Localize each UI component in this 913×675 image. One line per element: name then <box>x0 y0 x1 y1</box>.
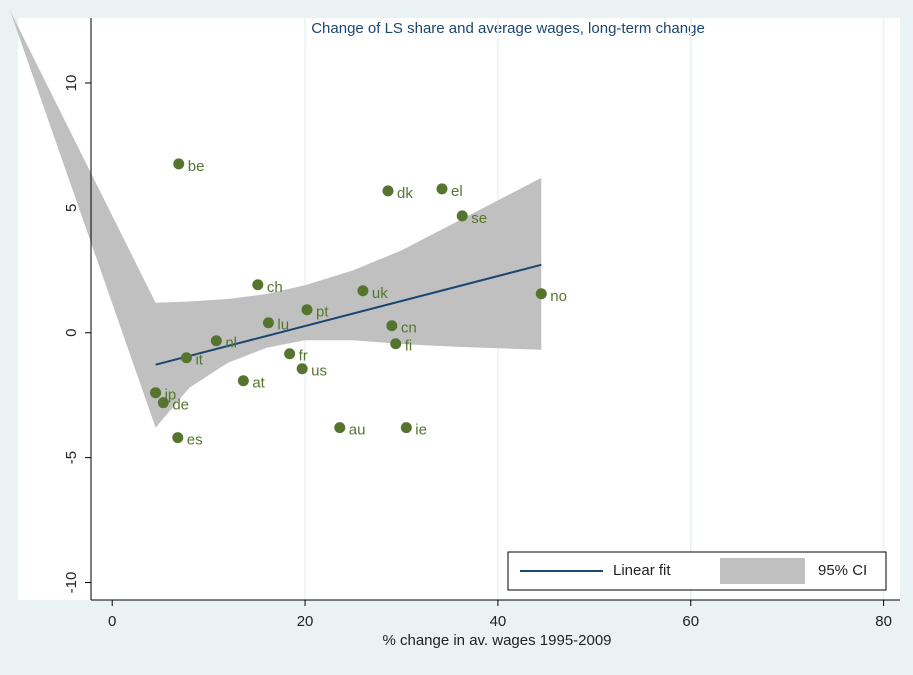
x-tick-label: 40 <box>490 613 507 630</box>
point-label: no <box>550 288 567 305</box>
point <box>172 432 184 444</box>
point <box>150 387 162 399</box>
point-label: au <box>349 422 366 439</box>
point-label: ch <box>267 279 283 296</box>
point-label: de <box>172 397 189 414</box>
point-label: cn <box>401 320 417 337</box>
x-tick-label: 20 <box>297 613 314 630</box>
point-label: it <box>195 352 203 369</box>
point <box>535 288 547 300</box>
legend-label: Linear fit <box>613 562 671 579</box>
point <box>262 317 274 329</box>
point <box>390 338 402 350</box>
point-label: fi <box>405 338 413 355</box>
point <box>296 363 308 375</box>
y-tick-label: 10 <box>63 75 80 92</box>
point <box>237 375 249 387</box>
y-tick-label: -5 <box>63 451 80 464</box>
point <box>456 210 468 222</box>
point-label: nl <box>225 335 237 352</box>
chart-title: Change of LS share and average wages, lo… <box>311 20 705 37</box>
point-label: se <box>471 210 487 227</box>
point-label: es <box>187 432 203 449</box>
y-tick-label: -10 <box>63 572 80 594</box>
point <box>386 320 398 332</box>
point <box>173 158 185 170</box>
point-label: lu <box>277 317 289 334</box>
point-label: at <box>252 375 265 392</box>
fit-line <box>155 263 542 366</box>
x-axis-label: % change in av. wages 1995-2009 <box>382 632 611 649</box>
x-tick-label: 80 <box>875 613 892 630</box>
y-tick-label: 5 <box>63 204 80 212</box>
point-label: el <box>451 183 463 200</box>
point <box>357 285 369 297</box>
point <box>157 397 169 409</box>
point <box>284 348 296 360</box>
point <box>436 183 448 195</box>
point-label: be <box>188 158 205 175</box>
ci-band <box>10 10 542 428</box>
y-tick-label: 0 <box>63 329 80 337</box>
x-tick-label: 0 <box>108 613 116 630</box>
point-label: pt <box>316 304 329 321</box>
point <box>210 335 222 347</box>
point-label: fr <box>299 348 308 365</box>
point <box>400 422 412 434</box>
point <box>252 279 264 291</box>
legend-swatch <box>720 558 805 584</box>
point <box>334 422 346 434</box>
legend-label: 95% CI <box>818 562 867 579</box>
point <box>301 304 313 316</box>
point-label: us <box>311 363 327 380</box>
point <box>382 185 394 197</box>
point <box>180 352 192 364</box>
point-label: dk <box>397 185 413 202</box>
x-tick-label: 60 <box>682 613 699 630</box>
point-label: uk <box>372 285 388 302</box>
point-label: ie <box>415 422 427 439</box>
